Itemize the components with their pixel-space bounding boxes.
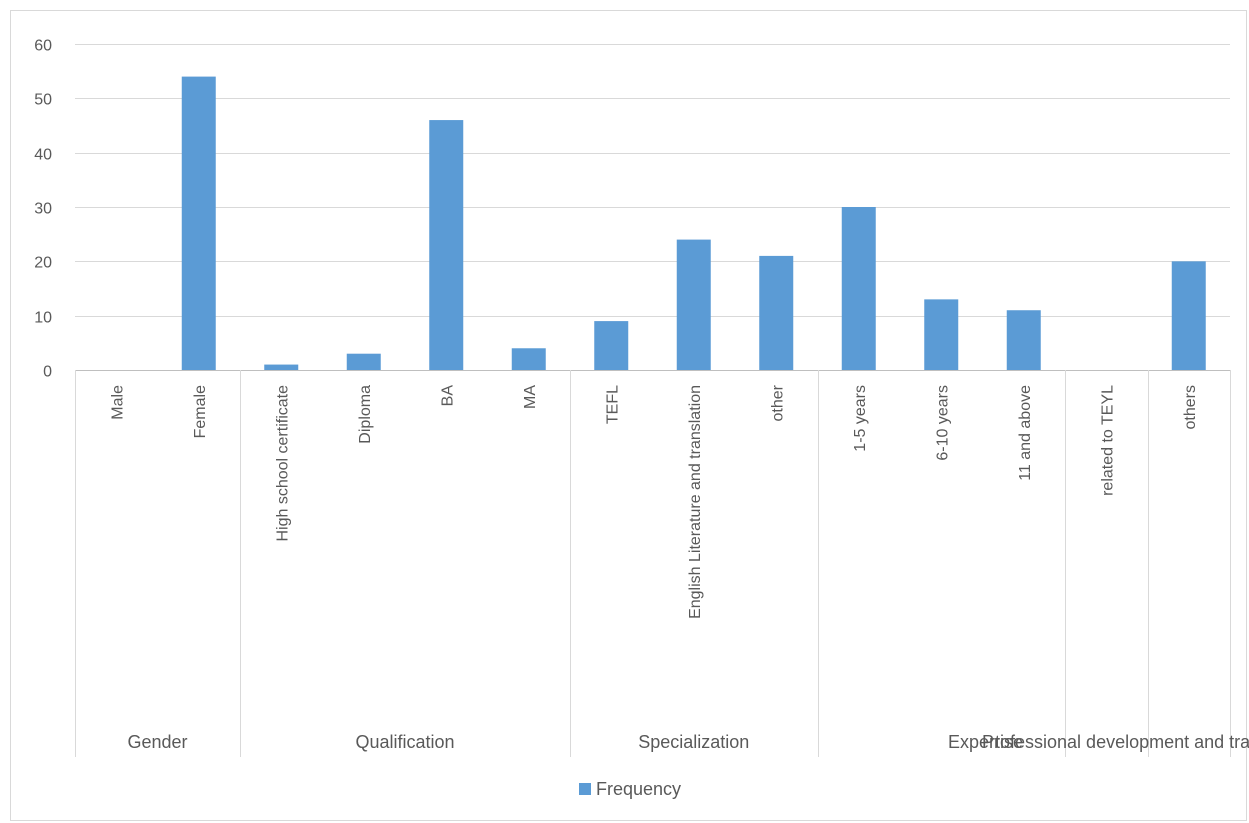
category-label: 11 and above: [1017, 385, 1034, 481]
legend: Frequency: [579, 779, 681, 799]
y-tick-label: 30: [34, 201, 52, 218]
category-axis: [75, 370, 1231, 757]
bar: [511, 348, 546, 370]
y-tick-label: 60: [34, 38, 52, 55]
bar: [264, 364, 299, 370]
y-tick-label: 0: [43, 364, 52, 381]
category-label: Diploma: [357, 385, 374, 444]
bar: [1006, 310, 1041, 370]
group-label: Gender: [127, 732, 187, 752]
legend-swatch-frequency: [579, 783, 591, 795]
group-label: Qualification: [355, 732, 454, 752]
y-tick-label: 50: [34, 92, 52, 109]
bar: [676, 239, 711, 370]
bar: [429, 120, 464, 370]
y-tick-label: 10: [34, 310, 52, 327]
bar: [181, 76, 216, 370]
category-labels: Male Female High school certificate Diploma…: [109, 384, 1199, 619]
bar: [924, 299, 959, 370]
group-label: Professional development and training: [982, 732, 1249, 752]
y-axis-tick-labels: 0 10 20 30 40 50 60: [34, 38, 52, 381]
bar: [346, 353, 381, 370]
category-label: 6-10 years: [934, 385, 951, 461]
category-label: English Literature and translation: [687, 385, 704, 619]
category-label: Male: [109, 385, 126, 420]
category-label: Female: [192, 385, 209, 438]
legend-label-frequency: Frequency: [596, 779, 681, 799]
category-label: other: [769, 384, 786, 421]
category-label: High school certificate: [274, 385, 291, 542]
bars: [181, 76, 1206, 370]
y-tick-label: 40: [34, 147, 52, 164]
group-label: Specialization: [638, 732, 749, 752]
bar: [841, 207, 876, 370]
category-label: BA: [439, 385, 456, 407]
category-label: others: [1182, 385, 1199, 429]
category-label: MA: [522, 385, 539, 409]
bar: [759, 255, 794, 370]
group-labels: Gender Qualification Specialization Experti…: [127, 732, 1249, 752]
group-label: Expertise: [948, 732, 1023, 752]
chart-border: [10, 10, 1247, 821]
y-tick-label: 20: [34, 255, 52, 272]
category-label: related to TEYL: [1099, 385, 1116, 496]
bar: [594, 321, 629, 370]
category-label: 1-5 years: [852, 385, 869, 452]
category-label: TEFL: [604, 385, 621, 424]
bar: [1171, 261, 1206, 370]
